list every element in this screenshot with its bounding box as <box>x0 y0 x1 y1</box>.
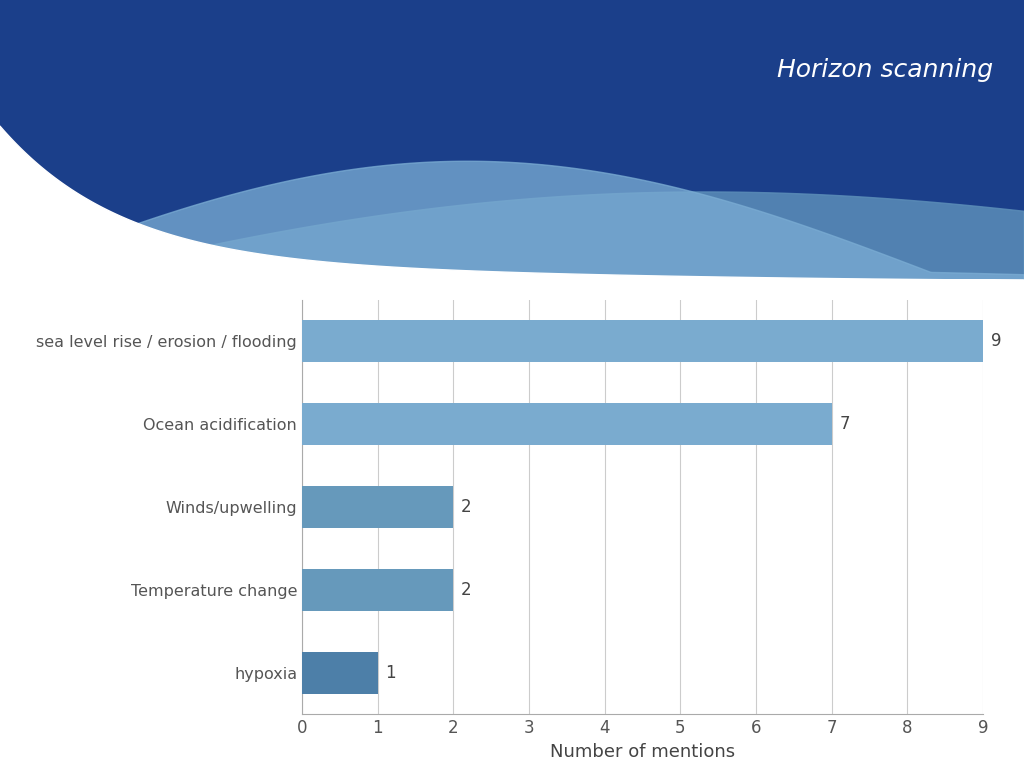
Bar <box>302 652 378 694</box>
Text: Horizon scanning: Horizon scanning <box>777 58 993 82</box>
Bar <box>302 486 454 528</box>
Text: 2: 2 <box>461 498 472 516</box>
X-axis label: Number of mentions: Number of mentions <box>550 743 735 760</box>
Bar <box>302 320 983 362</box>
Text: 1: 1 <box>385 664 396 682</box>
Text: Survey Summary: Climate and Ocean Change: Survey Summary: Climate and Ocean Change <box>31 80 921 118</box>
Bar <box>302 403 831 445</box>
Text: 7: 7 <box>840 415 850 433</box>
Text: 2: 2 <box>461 581 472 599</box>
Text: 9: 9 <box>990 332 1001 350</box>
Bar <box>302 569 454 611</box>
